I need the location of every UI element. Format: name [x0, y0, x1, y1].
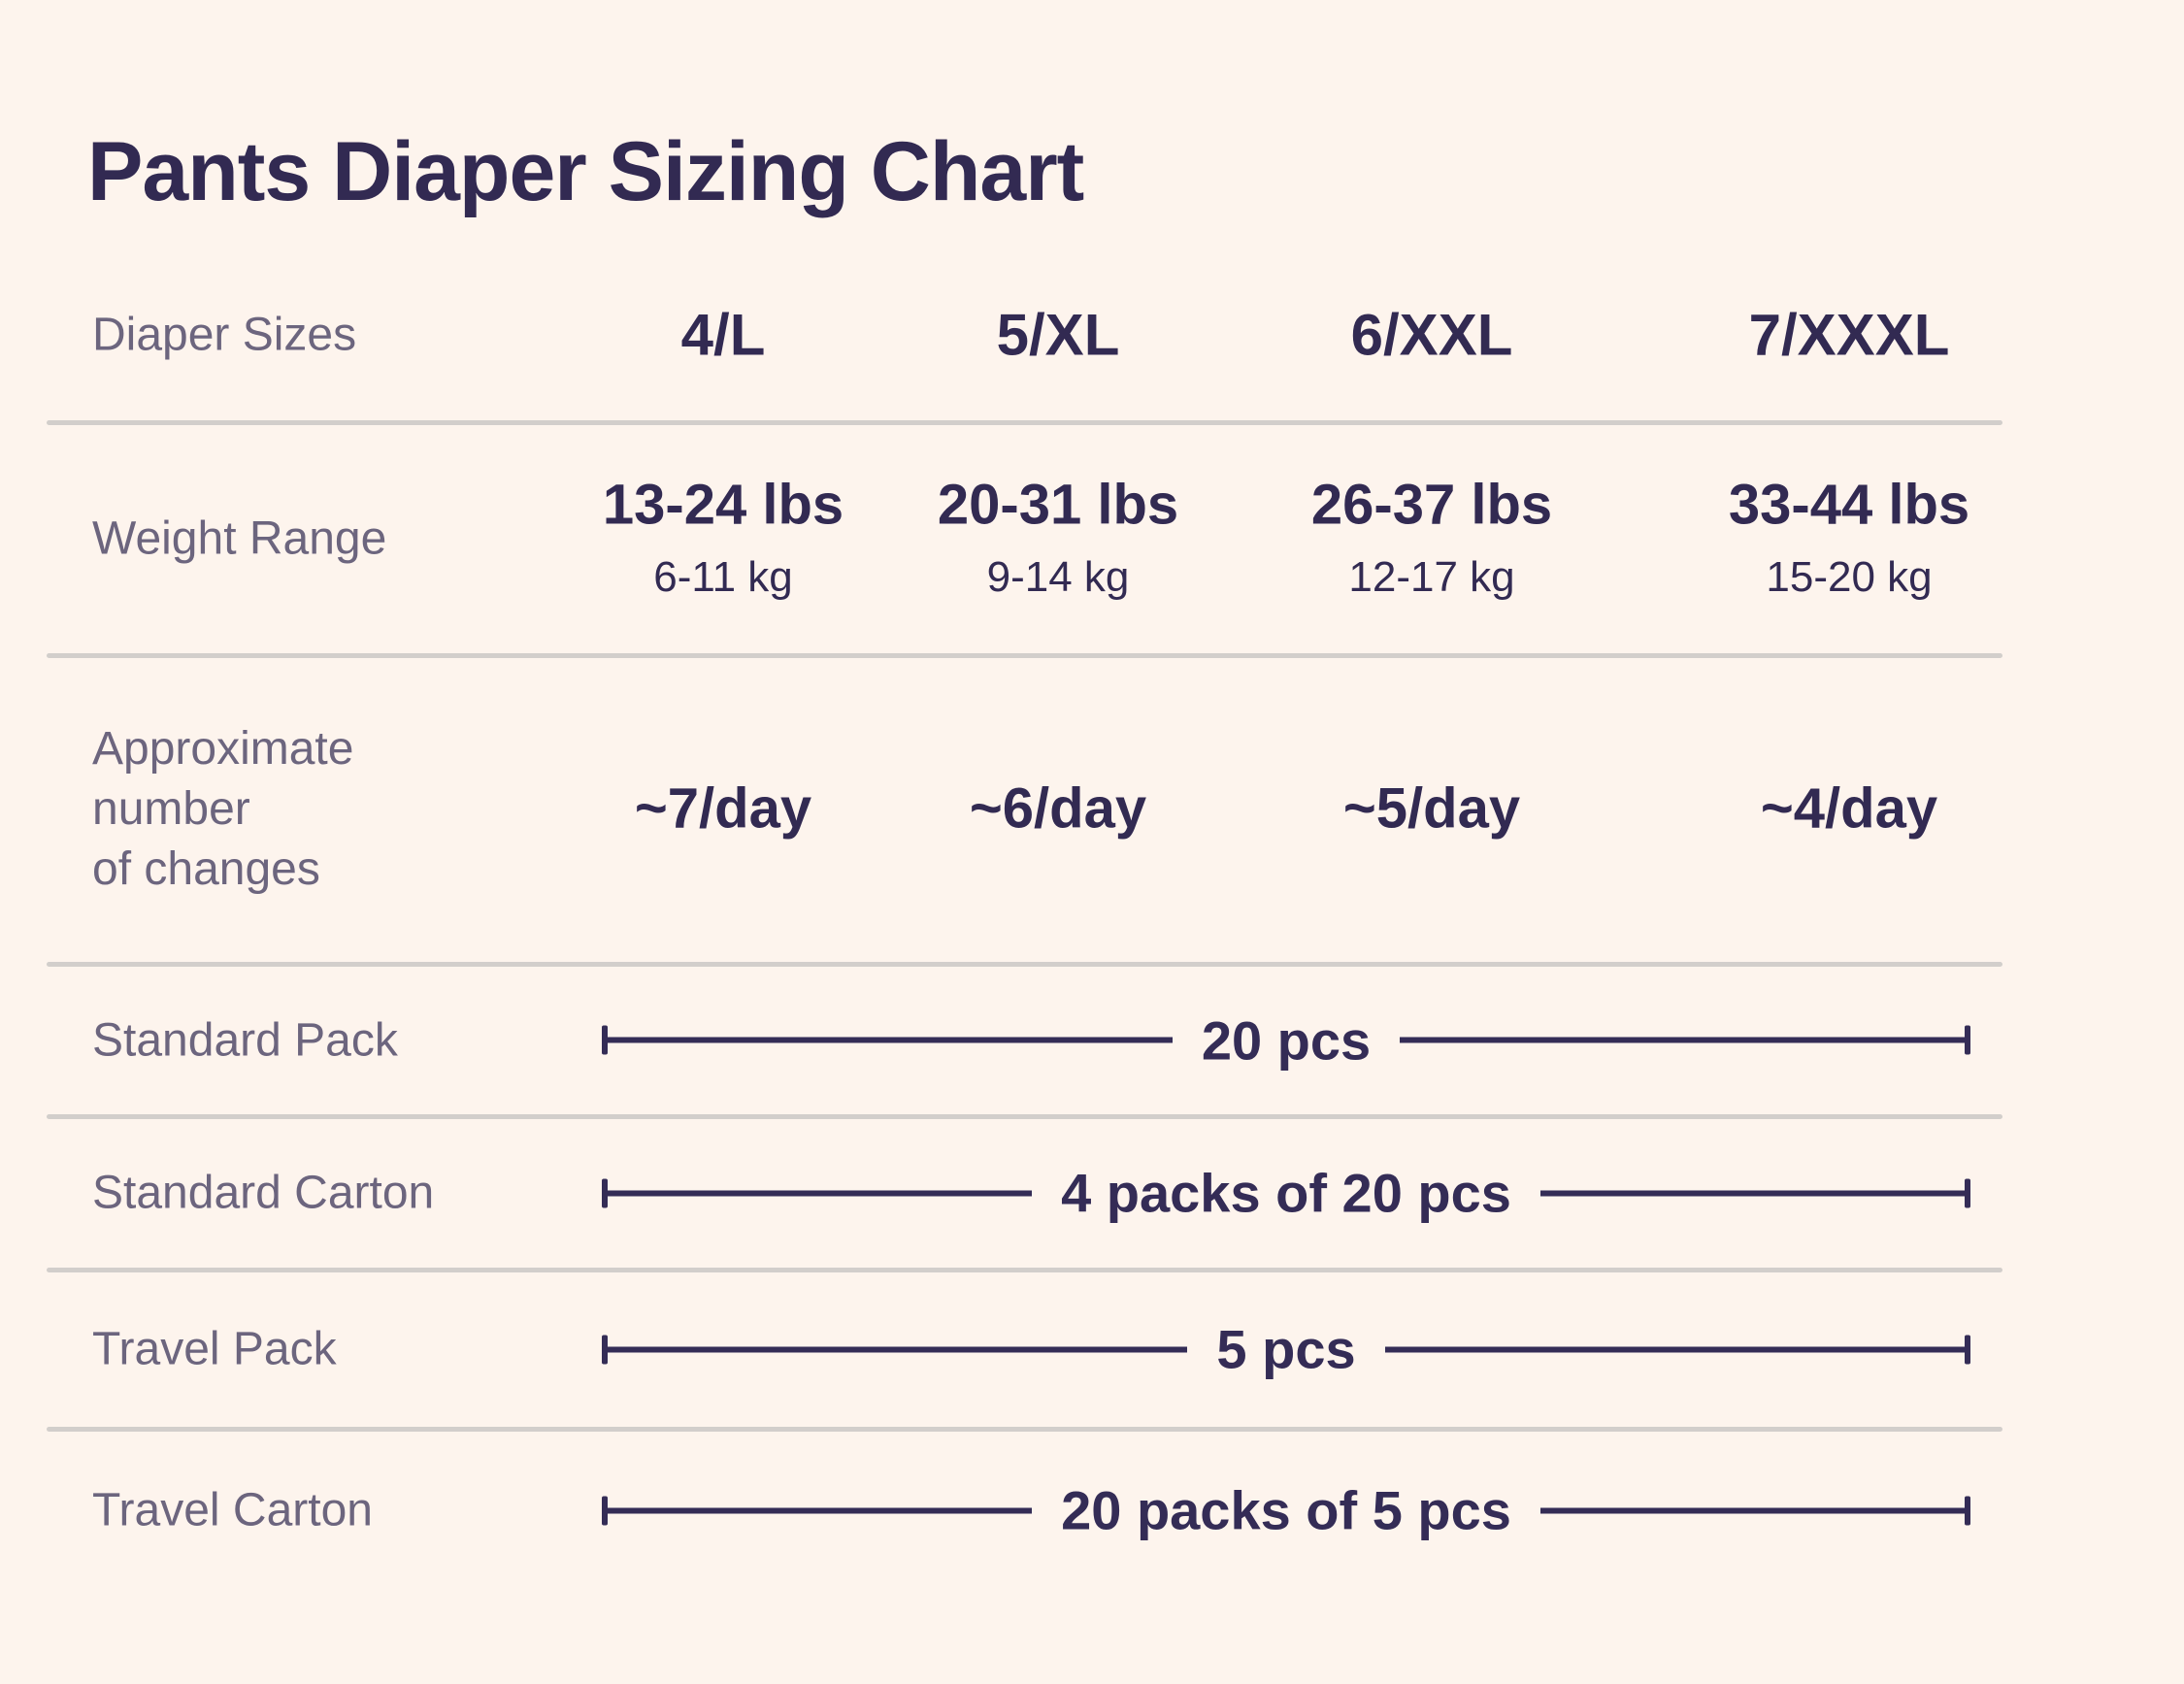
pack-row-standard-carton: Standard Carton 4 packs of 20 pcs — [0, 1116, 2184, 1270]
pack-line: 20 packs of 5 pcs — [602, 1479, 1970, 1542]
divider — [47, 962, 2002, 967]
pack-label: Travel Pack — [92, 1323, 337, 1375]
line-segment — [608, 1037, 1173, 1043]
weight-lbs-value: 26-37 lbs — [1310, 473, 1553, 537]
line-cap-left — [602, 1335, 608, 1364]
size-header-4l: 4/L — [680, 302, 766, 368]
line-cap-left — [602, 1025, 608, 1055]
line-segment — [608, 1346, 1188, 1352]
row-diaper-sizes: Diaper Sizes 4/L 5/XL 6/XXL 7/XXXL — [0, 291, 2184, 379]
pack-row-travel-pack: Travel Pack 5 pcs — [0, 1270, 2184, 1429]
pack-row-travel-carton: Travel Carton 20 packs of 5 pcs — [0, 1429, 2184, 1592]
changes-value: ~6/day — [969, 776, 1147, 841]
changes-label-line: number — [92, 783, 250, 835]
pack-value: 5 pcs — [1216, 1318, 1356, 1380]
row-weight-range: Weight Range 13-24 lbs 20-31 lbs 26-37 l… — [0, 422, 2184, 655]
line-segment — [608, 1190, 1033, 1196]
weight-kg-value: 9-14 kg — [986, 553, 1130, 601]
pack-label: Standard Pack — [92, 1014, 398, 1066]
pack-row-standard-pack: Standard Pack 20 pcs — [0, 964, 2184, 1116]
pack-label: Standard Carton — [92, 1167, 435, 1219]
weight-lbs-value: 20-31 lbs — [937, 473, 1179, 537]
line-segment — [1539, 1190, 1965, 1196]
weight-lbs-value: 13-24 lbs — [602, 473, 844, 537]
weight-kg-value: 6-11 kg — [653, 553, 793, 601]
line-segment — [1400, 1037, 1965, 1043]
line-cap-right — [1965, 1335, 1971, 1364]
weight-range-label: Weight Range — [92, 512, 387, 565]
pack-value: 20 packs of 5 pcs — [1061, 1479, 1511, 1541]
changes-value: ~4/day — [1760, 776, 1938, 841]
weight-lbs-value: 33-44 lbs — [1728, 473, 1970, 537]
changes-value: ~5/day — [1342, 776, 1521, 841]
changes-label-line: of changes — [92, 843, 320, 895]
pack-line: 5 pcs — [602, 1318, 1971, 1381]
changes-label: Approximate number of changes — [92, 719, 353, 900]
line-segment — [1539, 1507, 1965, 1513]
changes-value: ~7/day — [634, 776, 812, 841]
diaper-sizes-label: Diaper Sizes — [92, 309, 357, 361]
weight-kg-value: 12-17 kg — [1348, 553, 1515, 601]
divider — [47, 420, 2002, 425]
divider — [47, 1427, 2002, 1432]
size-header-5xl: 5/XL — [996, 302, 1120, 368]
size-header-6xxl: 6/XXL — [1350, 302, 1513, 368]
divider — [47, 653, 2002, 658]
row-changes: Approximate number of changes ~7/day ~6/… — [0, 655, 2184, 964]
pack-value: 4 packs of 20 pcs — [1061, 1162, 1511, 1224]
line-cap-right — [1965, 1178, 1970, 1207]
line-segment — [608, 1507, 1033, 1513]
page-title: Pants Diaper Sizing Chart — [87, 125, 1084, 218]
changes-label-line: Approximate — [92, 723, 354, 775]
line-cap-left — [602, 1496, 608, 1525]
line-segment — [1384, 1346, 1966, 1352]
pack-line: 20 pcs — [602, 1008, 1970, 1072]
divider — [47, 1268, 2002, 1272]
line-cap-right — [1965, 1496, 1970, 1525]
line-cap-right — [1965, 1025, 1970, 1055]
size-header-7xxxl: 7/XXXL — [1748, 302, 1950, 368]
divider — [47, 1114, 2002, 1119]
line-cap-left — [602, 1178, 608, 1207]
pack-line: 4 packs of 20 pcs — [602, 1162, 1970, 1225]
pack-label: Travel Carton — [92, 1484, 373, 1536]
weight-kg-value: 15-20 kg — [1766, 553, 1933, 601]
pack-value: 20 pcs — [1201, 1009, 1372, 1071]
